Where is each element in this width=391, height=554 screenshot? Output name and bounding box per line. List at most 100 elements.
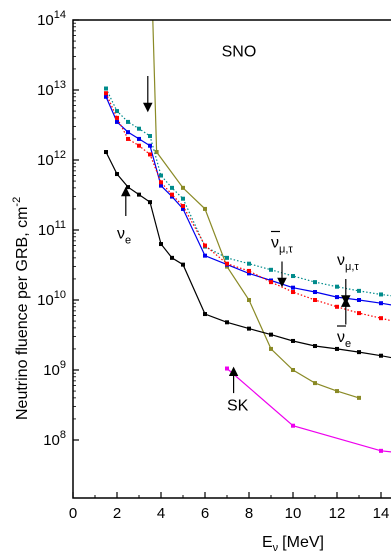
annotation: νe (337, 297, 351, 350)
data-point (115, 115, 119, 120)
annotation: νμ,τ (337, 252, 359, 305)
data-point (126, 136, 130, 141)
data-point (247, 261, 251, 266)
series-line (226, 368, 391, 453)
data-point (159, 180, 163, 185)
data-point (170, 255, 174, 260)
data-point (225, 261, 229, 266)
data-point (379, 448, 383, 453)
data-point (181, 206, 185, 211)
data-point (335, 346, 339, 351)
y-tick-label: 1011 (38, 219, 66, 239)
data-point (126, 119, 130, 124)
data-point (137, 143, 141, 148)
data-point (104, 86, 108, 91)
data-point (203, 243, 207, 248)
data-point (148, 134, 152, 139)
annotation: νμ,τ (271, 230, 293, 288)
data-point (291, 368, 295, 372)
annotation: νe (117, 186, 131, 246)
data-point (148, 200, 152, 205)
y-axis-title: Neutrino fluence per GRB, cm-2 (11, 197, 31, 420)
data-point (269, 346, 273, 351)
data-point (154, 150, 159, 155)
data-point (357, 395, 361, 400)
data-point (313, 280, 317, 285)
annotation-label: νe (337, 329, 351, 350)
data-point (104, 150, 108, 155)
data-point (291, 423, 295, 428)
data-point (148, 143, 152, 148)
data-point (115, 109, 119, 114)
data-point (379, 292, 383, 297)
x-tick-label: 12 (329, 505, 346, 522)
annotation-label: νμ,τ (337, 252, 359, 273)
data-point (137, 126, 141, 131)
data-point (137, 192, 141, 197)
data-point (104, 94, 108, 99)
x-axis-title: Eν [MeV] (262, 534, 324, 554)
data-point (247, 271, 251, 276)
data-point (203, 253, 207, 258)
data-point (313, 344, 317, 349)
series-νe (104, 150, 391, 359)
y-tick-label: 1014 (37, 9, 66, 29)
data-point (137, 136, 141, 141)
x-tick-label: 0 (69, 505, 77, 522)
data-point (126, 130, 130, 135)
data-point (170, 185, 174, 190)
x-tick-label: 10 (285, 505, 302, 522)
annotation-label: SNO (222, 43, 257, 60)
data-point (357, 288, 361, 293)
x-tick-label: 4 (157, 505, 165, 522)
data-point (313, 290, 317, 295)
y-tick-label: 1012 (37, 149, 66, 169)
series-line (105, 92, 391, 322)
data-point (159, 242, 163, 247)
data-point (181, 204, 185, 209)
x-tick-label: 14 (373, 505, 390, 522)
data-point (170, 192, 174, 197)
data-point (148, 152, 152, 157)
y-tick-label: 108 (43, 429, 66, 449)
x-tick-label: 6 (201, 505, 209, 522)
data-point (291, 274, 295, 279)
data-point (379, 353, 383, 358)
series-SK (225, 366, 391, 453)
data-point (115, 119, 119, 124)
data-point (313, 298, 317, 302)
data-point (225, 366, 229, 371)
data-point (203, 206, 207, 211)
plot-frame (72, 19, 391, 499)
data-point (335, 295, 339, 300)
annotation: SK (227, 366, 249, 415)
data-point (115, 172, 119, 177)
data-point (291, 290, 295, 295)
x-tick-label: 2 (113, 505, 121, 522)
x-tick-label: 8 (245, 505, 253, 522)
annotation-label: νe (117, 225, 131, 246)
data-point (181, 185, 185, 190)
data-point (247, 326, 251, 331)
data-point (203, 312, 207, 317)
data-point (379, 301, 383, 306)
data-point (126, 185, 130, 190)
data-point (291, 338, 295, 343)
data-point (379, 316, 383, 321)
data-point (269, 332, 273, 337)
data-point (357, 298, 361, 302)
data-point (291, 285, 295, 290)
annotation-label: SK (227, 398, 249, 415)
y-tick-label: 1013 (37, 79, 66, 99)
data-point (357, 311, 361, 316)
data-point (357, 350, 361, 355)
data-point (247, 298, 251, 302)
data-point (335, 284, 339, 289)
data-point (225, 320, 229, 325)
series-ν̄e (104, 91, 391, 322)
data-point (269, 280, 273, 285)
data-point (335, 304, 339, 309)
data-point (159, 183, 163, 188)
annotation-label: νμ,τ (271, 235, 293, 256)
